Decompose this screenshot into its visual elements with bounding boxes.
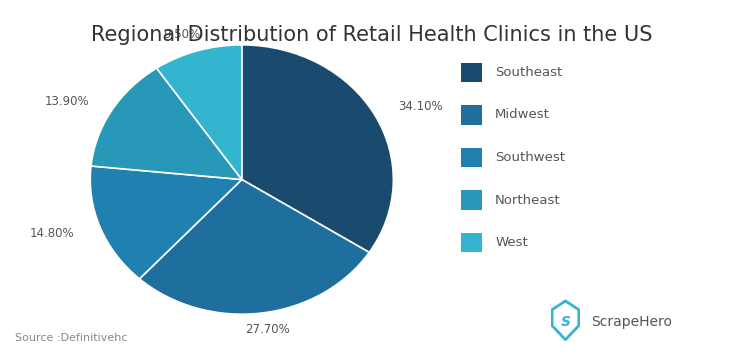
- Text: Northeast: Northeast: [496, 194, 561, 207]
- Text: Regional Distribution of Retail Health Clinics in the US: Regional Distribution of Retail Health C…: [92, 25, 652, 45]
- Bar: [461, 148, 482, 167]
- Wedge shape: [139, 180, 369, 314]
- Text: 14.80%: 14.80%: [29, 227, 74, 240]
- Text: 9.50%: 9.50%: [164, 28, 200, 41]
- Text: S: S: [560, 315, 571, 329]
- Text: 13.90%: 13.90%: [45, 95, 89, 108]
- Bar: [461, 105, 482, 125]
- Text: Midwest: Midwest: [496, 108, 550, 121]
- Bar: [461, 233, 482, 252]
- Text: Southeast: Southeast: [496, 66, 562, 79]
- Text: 27.70%: 27.70%: [246, 323, 290, 337]
- Text: Southwest: Southwest: [496, 151, 565, 164]
- Text: West: West: [496, 236, 528, 249]
- Wedge shape: [90, 166, 242, 279]
- Bar: [461, 63, 482, 82]
- Text: Source :Definitivehc: Source :Definitivehc: [15, 333, 127, 344]
- Wedge shape: [242, 45, 394, 252]
- Text: ScrapeHero: ScrapeHero: [591, 315, 673, 329]
- Text: 34.10%: 34.10%: [398, 100, 443, 113]
- Wedge shape: [91, 68, 242, 180]
- Bar: [461, 190, 482, 210]
- Wedge shape: [157, 45, 242, 180]
